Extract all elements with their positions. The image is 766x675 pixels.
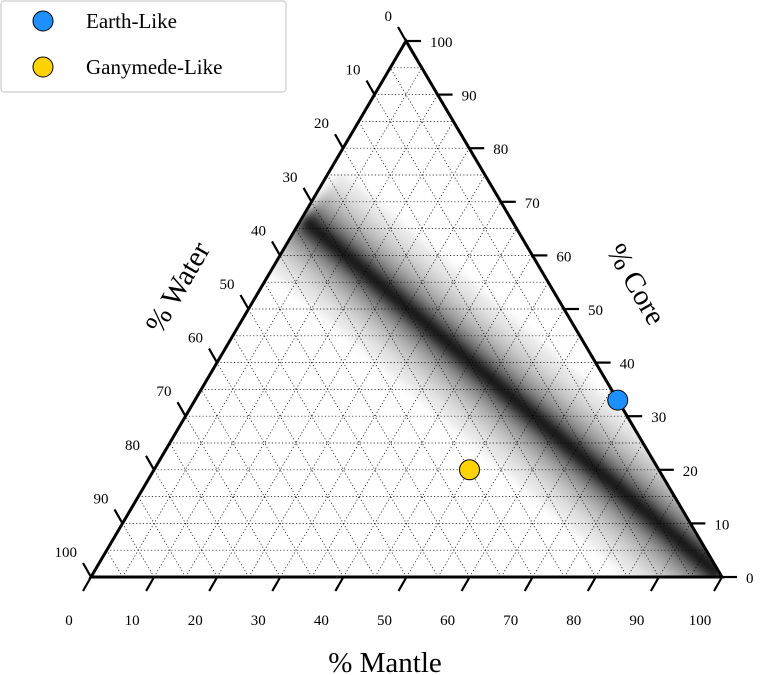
grid-line-mantle (311, 228, 517, 577)
tick-label-core: 100 (430, 35, 453, 51)
grid-line-mantle (595, 469, 660, 577)
tick-mantle (523, 576, 534, 592)
tick-water (365, 80, 376, 96)
grid-line-water (200, 389, 313, 577)
grid-line-mantle (563, 442, 644, 577)
tick-mantle (649, 576, 660, 592)
grid-line-water (122, 523, 155, 577)
tick-label-core: 20 (683, 464, 698, 480)
grid-line-mantle (500, 389, 612, 577)
tick-label-water: 40 (251, 223, 266, 239)
tick-water (397, 26, 407, 42)
grid-line-water (216, 362, 344, 577)
tick-label-water: 100 (55, 545, 78, 561)
grid-line-water (248, 308, 407, 577)
axis-title-core: % Core (600, 238, 672, 330)
tick-water (239, 294, 250, 310)
tick-label-mantle: 20 (188, 613, 203, 629)
tick-water (176, 401, 187, 417)
tick-label-water: 80 (125, 438, 140, 454)
axis-title-water: % Water (140, 236, 218, 338)
grid-line-water (295, 228, 502, 577)
legend-label-earth-like: Earth-Like (86, 9, 177, 33)
tick-label-core: 80 (493, 142, 508, 158)
tick-label-core: 40 (620, 357, 635, 373)
tick-water (113, 508, 124, 524)
tick-mantle (271, 576, 282, 592)
tick-water (208, 348, 218, 364)
grid-line-mantle (437, 335, 581, 577)
tick-label-water: 10 (346, 63, 361, 79)
tick-mantle (82, 576, 92, 592)
grid-line-water (311, 201, 534, 577)
axis-title-mantle: % Mantle (328, 647, 442, 675)
tick-water (271, 240, 281, 256)
axis-ticks (82, 26, 737, 592)
tick-label-mantle: 50 (377, 613, 392, 629)
tick-mantle (208, 576, 219, 592)
legend-box (0, 0, 287, 93)
tick-label-core: 90 (462, 89, 477, 105)
tick-label-mantle: 10 (125, 613, 140, 629)
grid-line-water (185, 416, 281, 577)
tick-mantle (460, 576, 471, 592)
tick-label-water: 60 (188, 331, 203, 347)
tick-label-water: 70 (157, 384, 172, 400)
legend-label-ganymede-like: Ganymede-Like (86, 55, 222, 79)
tick-label-mantle: 0 (65, 613, 73, 629)
grid-line-mantle (469, 362, 596, 577)
tick-label-core: 30 (651, 410, 666, 426)
tick-label-water: 0 (385, 9, 393, 25)
tick-label-mantle: 70 (503, 613, 518, 629)
grid-line-water (106, 550, 123, 577)
tick-label-water: 90 (94, 491, 109, 507)
legend: Earth-Like Ganymede-Like (0, 0, 287, 93)
grid-line-mantle (279, 201, 502, 577)
tick-water (145, 455, 155, 471)
grid-line-mantle (658, 523, 691, 577)
tick-mantle (397, 576, 408, 592)
tick-mantle (334, 576, 345, 592)
data-points (459, 389, 629, 481)
tick-mantle (586, 576, 597, 592)
grid-line-water (137, 496, 186, 577)
tick-label-mantle: 40 (314, 613, 329, 629)
tick-label-mantle: 60 (440, 613, 455, 629)
tick-mantle (713, 576, 723, 592)
grid-line-water (263, 282, 439, 577)
legend-marker-earth-like (32, 10, 54, 32)
tick-label-water: 50 (220, 277, 235, 293)
grid-line-mantle (374, 282, 549, 577)
tick-label-core: 60 (556, 249, 571, 265)
tick-label-core: 10 (714, 517, 729, 533)
tick-mantle (145, 576, 156, 592)
tick-label-core: 70 (525, 196, 540, 212)
grid-line-water (153, 469, 218, 577)
axis-tick-labels: 0 10 20 30 40 50 60 70 80 90 100010203040506070809… (55, 9, 754, 629)
tick-water (334, 133, 344, 149)
ternary-grid (106, 67, 707, 577)
legend-marker-ganymede-like (32, 56, 54, 78)
grid-line-mantle (406, 308, 565, 577)
grid-line-water (232, 335, 376, 577)
tick-label-core: 50 (588, 303, 603, 319)
tick-label-mantle: 80 (566, 613, 581, 629)
tick-label-water: 30 (283, 170, 298, 186)
tick-label-mantle: 30 (251, 613, 266, 629)
grid-line-water (169, 442, 250, 577)
tick-water (82, 562, 92, 578)
tick-label-mantle: 90 (629, 613, 644, 629)
tick-water (302, 187, 313, 203)
data-point-ganymede-like (459, 459, 480, 481)
data-point-earth-like (607, 389, 629, 411)
grid-line-mantle (532, 416, 628, 577)
tick-label-water: 20 (314, 116, 329, 132)
grid-line-mantle (248, 174, 486, 577)
tick-label-mantle: 100 (689, 613, 712, 629)
tick-label-core: 0 (746, 571, 754, 587)
